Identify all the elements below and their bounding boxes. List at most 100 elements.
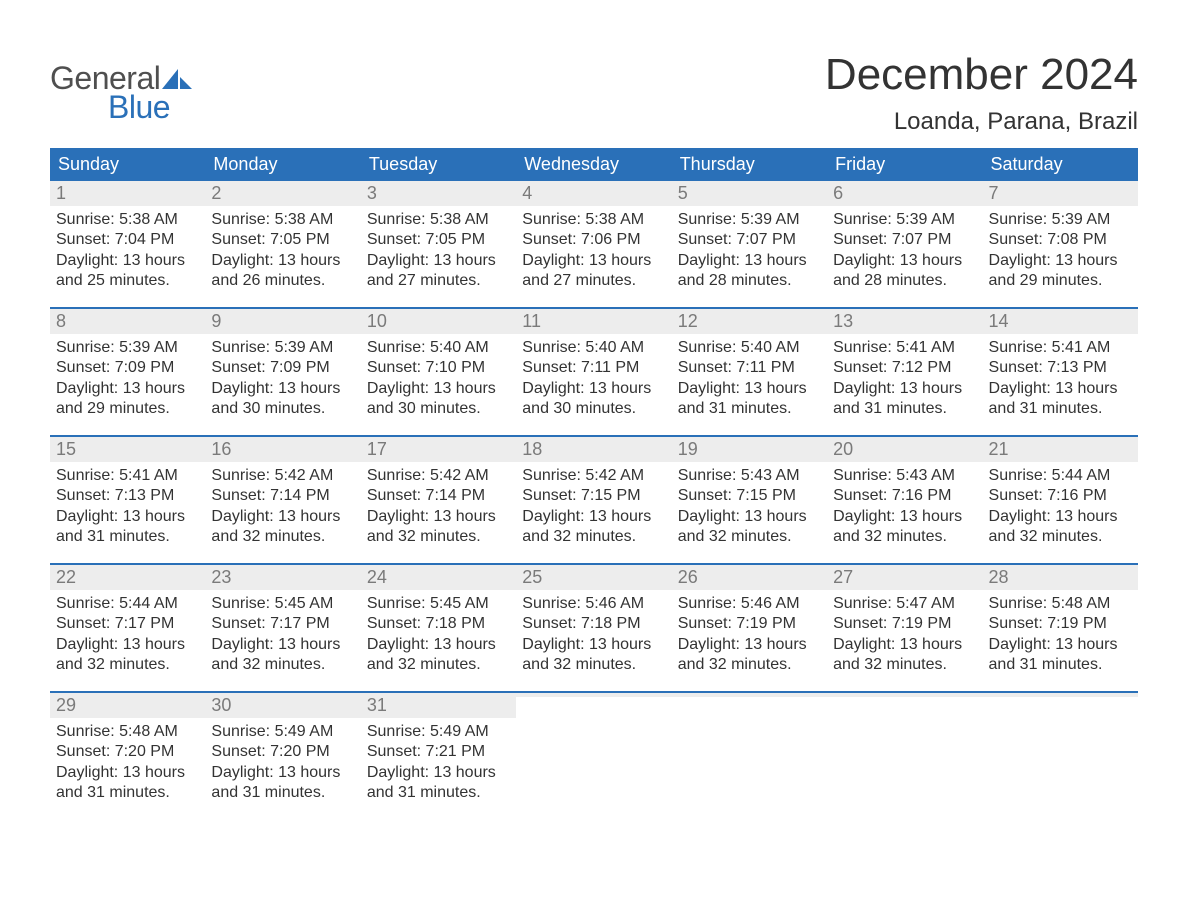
daylight-line-2: and 30 minutes. bbox=[522, 399, 665, 419]
day-cell bbox=[983, 693, 1138, 805]
sunset-line: Sunset: 7:09 PM bbox=[211, 358, 354, 378]
day-cell: 13Sunrise: 5:41 AMSunset: 7:12 PMDayligh… bbox=[827, 309, 982, 421]
daylight-line-1: Daylight: 13 hours bbox=[678, 251, 821, 271]
sunrise-line: Sunrise: 5:46 AM bbox=[522, 594, 665, 614]
day-number: 27 bbox=[827, 565, 982, 590]
day-number: 30 bbox=[205, 693, 360, 718]
sunset-line: Sunset: 7:05 PM bbox=[211, 230, 354, 250]
week-row: 1Sunrise: 5:38 AMSunset: 7:04 PMDaylight… bbox=[50, 181, 1138, 293]
day-number: 9 bbox=[205, 309, 360, 334]
daylight-line-1: Daylight: 13 hours bbox=[522, 251, 665, 271]
day-number-strip bbox=[827, 693, 982, 697]
daylight-line-2: and 32 minutes. bbox=[678, 655, 821, 675]
sunset-line: Sunset: 7:18 PM bbox=[367, 614, 510, 634]
daylight-line-1: Daylight: 13 hours bbox=[56, 635, 199, 655]
sunrise-line: Sunrise: 5:40 AM bbox=[522, 338, 665, 358]
daylight-line-1: Daylight: 13 hours bbox=[989, 635, 1132, 655]
day-number: 10 bbox=[361, 309, 516, 334]
day-number-strip: 12 bbox=[672, 309, 827, 334]
sunset-line: Sunset: 7:16 PM bbox=[833, 486, 976, 506]
day-body: Sunrise: 5:49 AMSunset: 7:21 PMDaylight:… bbox=[361, 718, 516, 804]
day-cell: 9Sunrise: 5:39 AMSunset: 7:09 PMDaylight… bbox=[205, 309, 360, 421]
daylight-line-2: and 31 minutes. bbox=[56, 783, 199, 803]
day-number: 22 bbox=[50, 565, 205, 590]
daylight-line-2: and 32 minutes. bbox=[367, 655, 510, 675]
page-title: December 2024 bbox=[825, 50, 1138, 100]
day-body: Sunrise: 5:39 AMSunset: 7:08 PMDaylight:… bbox=[983, 206, 1138, 292]
day-body: Sunrise: 5:48 AMSunset: 7:19 PMDaylight:… bbox=[983, 590, 1138, 676]
daylight-line-2: and 25 minutes. bbox=[56, 271, 199, 291]
day-cell bbox=[827, 693, 982, 805]
sunset-line: Sunset: 7:13 PM bbox=[989, 358, 1132, 378]
daylight-line-2: and 31 minutes. bbox=[211, 783, 354, 803]
weekday-header: Friday bbox=[827, 148, 982, 181]
day-cell bbox=[516, 693, 671, 805]
day-number-strip: 24 bbox=[361, 565, 516, 590]
daylight-line-2: and 31 minutes. bbox=[833, 399, 976, 419]
sunset-line: Sunset: 7:14 PM bbox=[211, 486, 354, 506]
sunset-line: Sunset: 7:20 PM bbox=[211, 742, 354, 762]
day-body: Sunrise: 5:46 AMSunset: 7:19 PMDaylight:… bbox=[672, 590, 827, 676]
daylight-line-1: Daylight: 13 hours bbox=[367, 635, 510, 655]
daylight-line-2: and 27 minutes. bbox=[522, 271, 665, 291]
sunset-line: Sunset: 7:19 PM bbox=[678, 614, 821, 634]
day-body: Sunrise: 5:41 AMSunset: 7:13 PMDaylight:… bbox=[50, 462, 205, 548]
day-body: Sunrise: 5:38 AMSunset: 7:05 PMDaylight:… bbox=[361, 206, 516, 292]
sunset-line: Sunset: 7:16 PM bbox=[989, 486, 1132, 506]
day-body: Sunrise: 5:44 AMSunset: 7:16 PMDaylight:… bbox=[983, 462, 1138, 548]
sunrise-line: Sunrise: 5:41 AM bbox=[833, 338, 976, 358]
day-number-strip: 20 bbox=[827, 437, 982, 462]
day-cell: 22Sunrise: 5:44 AMSunset: 7:17 PMDayligh… bbox=[50, 565, 205, 677]
sunrise-line: Sunrise: 5:39 AM bbox=[989, 210, 1132, 230]
day-body: Sunrise: 5:49 AMSunset: 7:20 PMDaylight:… bbox=[205, 718, 360, 804]
daylight-line-1: Daylight: 13 hours bbox=[211, 763, 354, 783]
sunrise-line: Sunrise: 5:42 AM bbox=[522, 466, 665, 486]
day-number-strip: 18 bbox=[516, 437, 671, 462]
daylight-line-1: Daylight: 13 hours bbox=[56, 251, 199, 271]
day-number: 3 bbox=[361, 181, 516, 206]
weekday-header: Sunday bbox=[50, 148, 205, 181]
page: General Blue December 2024 Loanda, Paran… bbox=[0, 0, 1188, 918]
weekday-header: Wednesday bbox=[516, 148, 671, 181]
day-cell: 11Sunrise: 5:40 AMSunset: 7:11 PMDayligh… bbox=[516, 309, 671, 421]
sunset-line: Sunset: 7:11 PM bbox=[522, 358, 665, 378]
day-number-strip: 3 bbox=[361, 181, 516, 206]
location-label: Loanda, Parana, Brazil bbox=[825, 108, 1138, 136]
day-number: 16 bbox=[205, 437, 360, 462]
sunrise-line: Sunrise: 5:42 AM bbox=[367, 466, 510, 486]
day-number-strip: 22 bbox=[50, 565, 205, 590]
sunset-line: Sunset: 7:14 PM bbox=[367, 486, 510, 506]
day-body: Sunrise: 5:39 AMSunset: 7:09 PMDaylight:… bbox=[50, 334, 205, 420]
day-number: 12 bbox=[672, 309, 827, 334]
sunset-line: Sunset: 7:13 PM bbox=[56, 486, 199, 506]
daylight-line-1: Daylight: 13 hours bbox=[367, 251, 510, 271]
sunset-line: Sunset: 7:17 PM bbox=[211, 614, 354, 634]
daylight-line-1: Daylight: 13 hours bbox=[989, 379, 1132, 399]
day-body: Sunrise: 5:42 AMSunset: 7:14 PMDaylight:… bbox=[361, 462, 516, 548]
sunrise-line: Sunrise: 5:45 AM bbox=[367, 594, 510, 614]
daylight-line-1: Daylight: 13 hours bbox=[211, 251, 354, 271]
day-number-strip: 8 bbox=[50, 309, 205, 334]
day-cell: 17Sunrise: 5:42 AMSunset: 7:14 PMDayligh… bbox=[361, 437, 516, 549]
day-cell: 21Sunrise: 5:44 AMSunset: 7:16 PMDayligh… bbox=[983, 437, 1138, 549]
day-number-strip: 26 bbox=[672, 565, 827, 590]
day-body: Sunrise: 5:38 AMSunset: 7:06 PMDaylight:… bbox=[516, 206, 671, 292]
daylight-line-1: Daylight: 13 hours bbox=[211, 507, 354, 527]
day-body: Sunrise: 5:39 AMSunset: 7:07 PMDaylight:… bbox=[672, 206, 827, 292]
day-number: 19 bbox=[672, 437, 827, 462]
daylight-line-1: Daylight: 13 hours bbox=[367, 379, 510, 399]
day-number-strip: 28 bbox=[983, 565, 1138, 590]
day-number-strip bbox=[983, 693, 1138, 697]
daylight-line-1: Daylight: 13 hours bbox=[833, 251, 976, 271]
sunrise-line: Sunrise: 5:43 AM bbox=[678, 466, 821, 486]
daylight-line-2: and 31 minutes. bbox=[989, 399, 1132, 419]
daylight-line-1: Daylight: 13 hours bbox=[56, 507, 199, 527]
day-body: Sunrise: 5:43 AMSunset: 7:16 PMDaylight:… bbox=[827, 462, 982, 548]
sunrise-line: Sunrise: 5:45 AM bbox=[211, 594, 354, 614]
day-body: Sunrise: 5:43 AMSunset: 7:15 PMDaylight:… bbox=[672, 462, 827, 548]
daylight-line-1: Daylight: 13 hours bbox=[678, 507, 821, 527]
day-number-strip: 5 bbox=[672, 181, 827, 206]
day-number: 26 bbox=[672, 565, 827, 590]
day-number-strip: 21 bbox=[983, 437, 1138, 462]
day-body: Sunrise: 5:40 AMSunset: 7:11 PMDaylight:… bbox=[516, 334, 671, 420]
